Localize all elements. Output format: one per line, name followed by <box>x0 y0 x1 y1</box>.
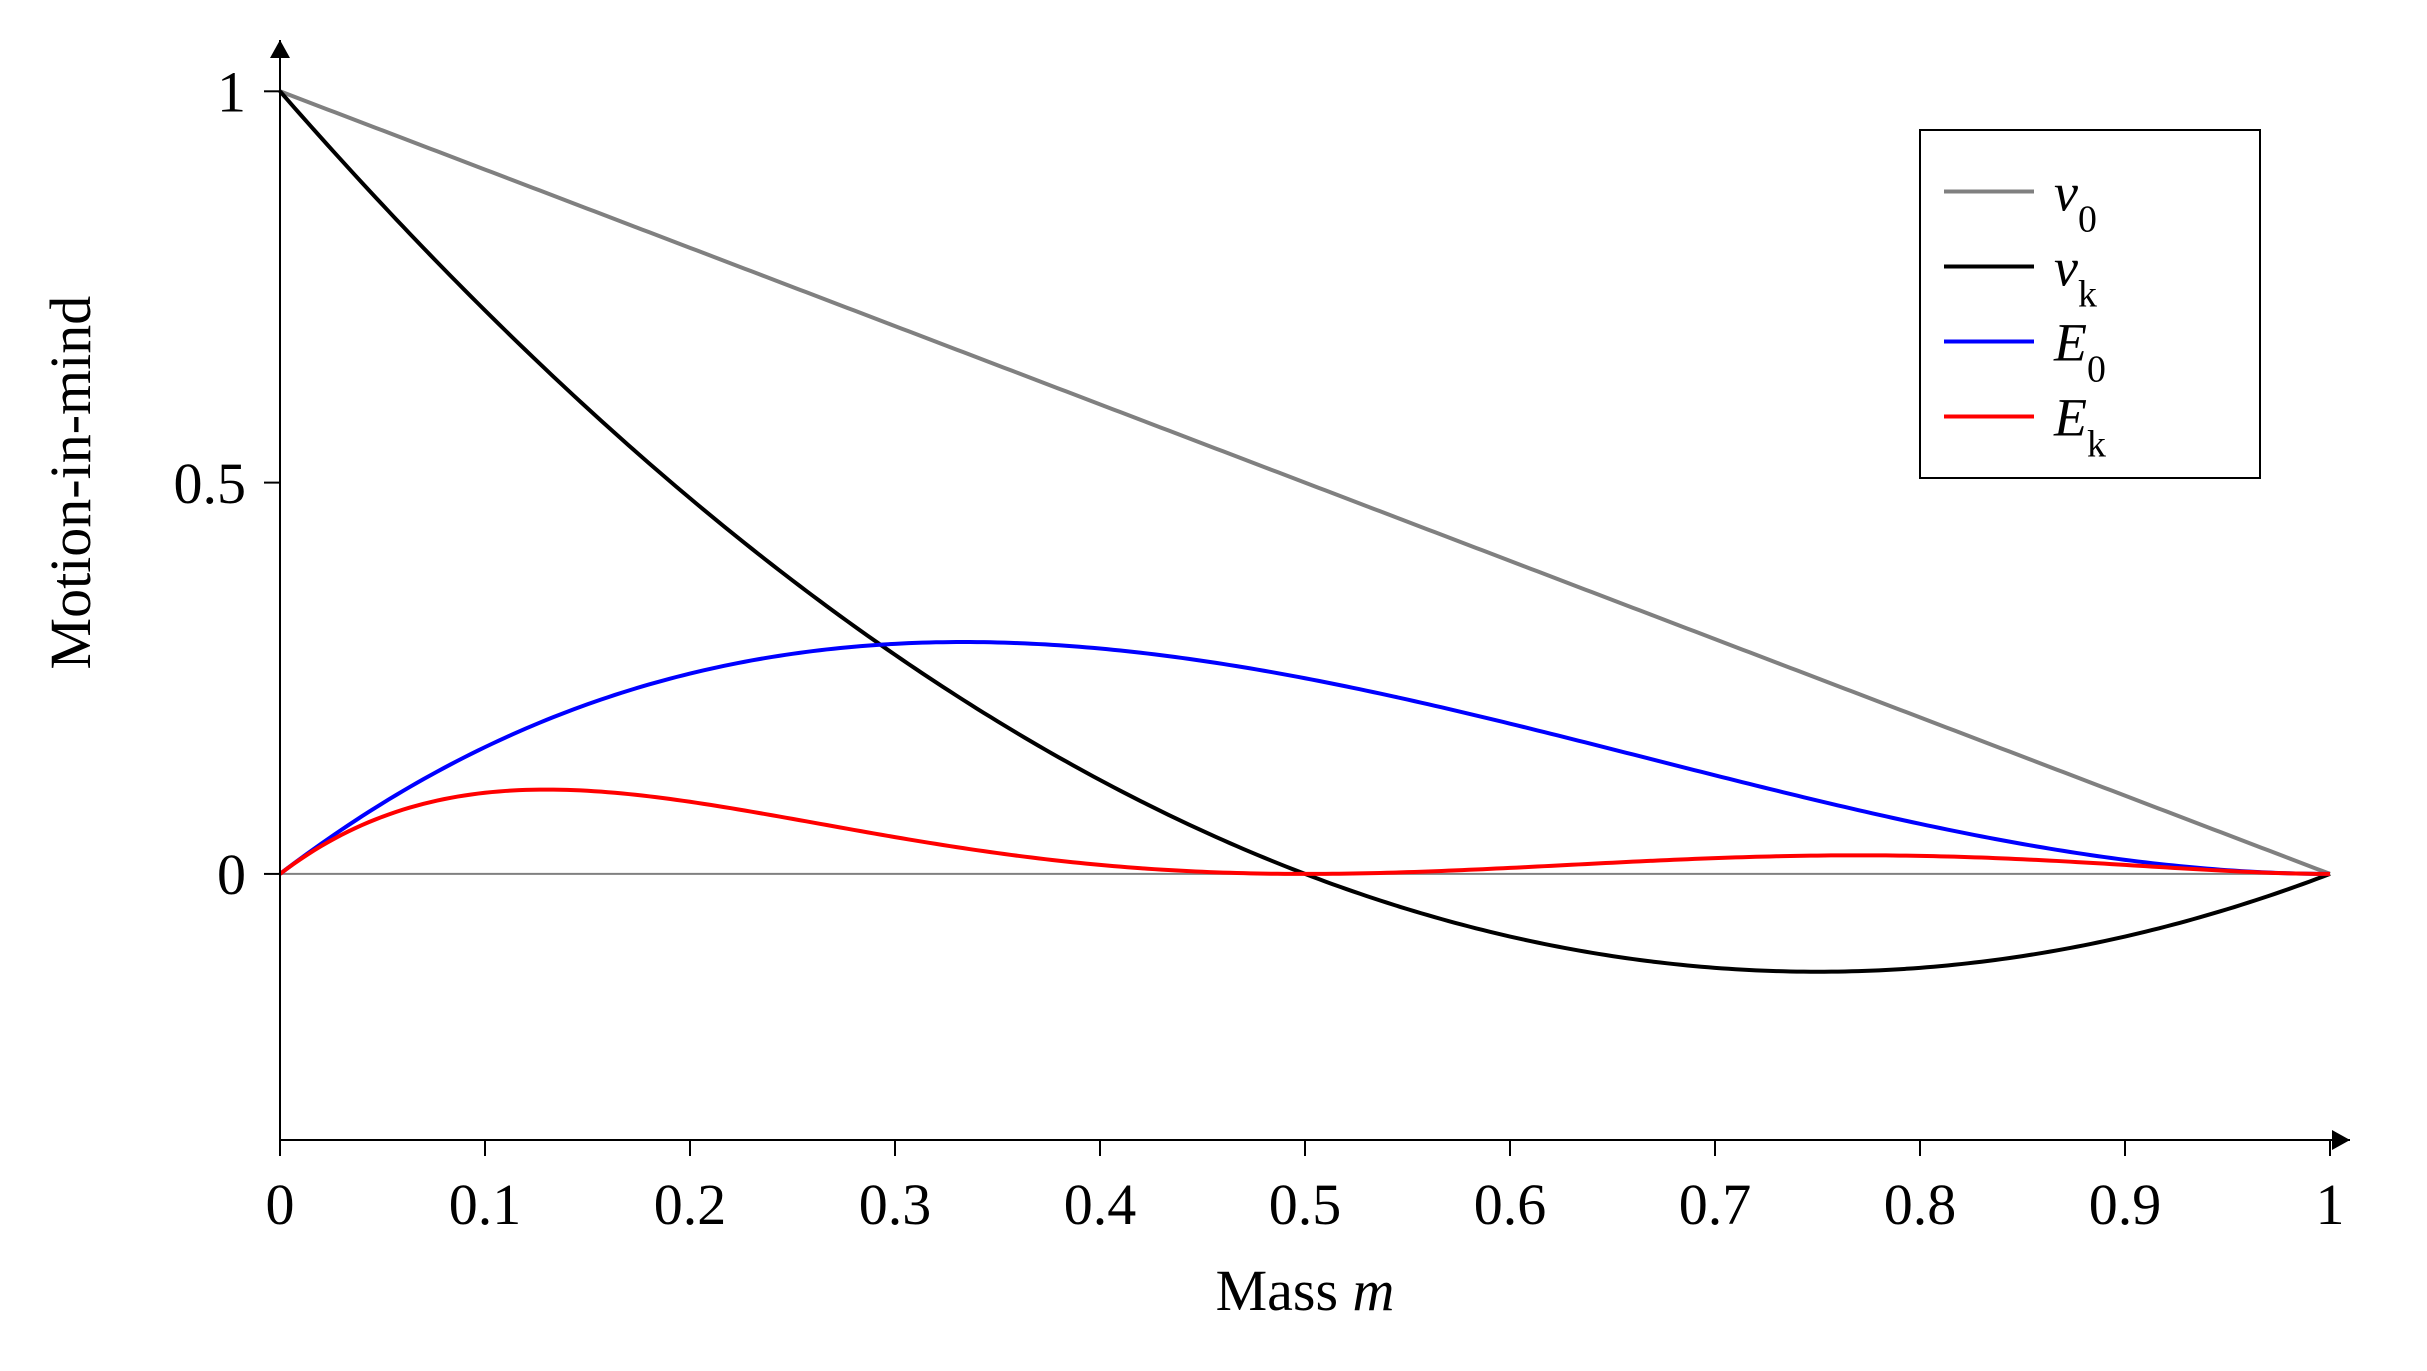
x-tick-label: 1 <box>2316 1172 2345 1237</box>
series-Ek <box>280 790 2330 874</box>
x-tick-label: 0.2 <box>654 1172 727 1237</box>
y-axis-label: Motion-in-mind <box>38 296 103 670</box>
y-tick-label: 1 <box>217 60 246 125</box>
legend-label-Ek: Ek <box>2053 387 2106 465</box>
x-tick-label: 0.6 <box>1474 1172 1547 1237</box>
series-vk <box>280 91 2330 971</box>
x-tick-label: 0.7 <box>1679 1172 1752 1237</box>
x-tick-label: 0.8 <box>1884 1172 1957 1237</box>
chart-container: 0 0.1 0.2 0.3 0.4 0.5 0.6 0.7 0.8 0.9 1 0 0.5 1 Mass m… <box>0 0 2427 1371</box>
x-tick-label: 0.9 <box>2089 1172 2162 1237</box>
legend-label-vk: vk <box>2054 237 2097 315</box>
y-tick-label: 0 <box>217 842 246 907</box>
series-v0 <box>280 91 2330 874</box>
x-tick-label: 0.3 <box>859 1172 932 1237</box>
x-tick-label: 0.1 <box>449 1172 522 1237</box>
motion-in-mind-chart: 0 0.1 0.2 0.3 0.4 0.5 0.6 0.7 0.8 0.9 1 0 0.5 1 Mass m… <box>0 0 2427 1371</box>
legend-label-v0: v0 <box>2054 162 2097 240</box>
x-tick-label: 0 <box>266 1172 295 1237</box>
x-axis-label: Mass m <box>1216 1258 1395 1323</box>
x-tick-label: 0.4 <box>1064 1172 1137 1237</box>
x-tick-label: 0.5 <box>1269 1172 1342 1237</box>
legend-label-E0: E0 <box>2053 312 2106 390</box>
y-tick-label: 0.5 <box>174 451 247 516</box>
